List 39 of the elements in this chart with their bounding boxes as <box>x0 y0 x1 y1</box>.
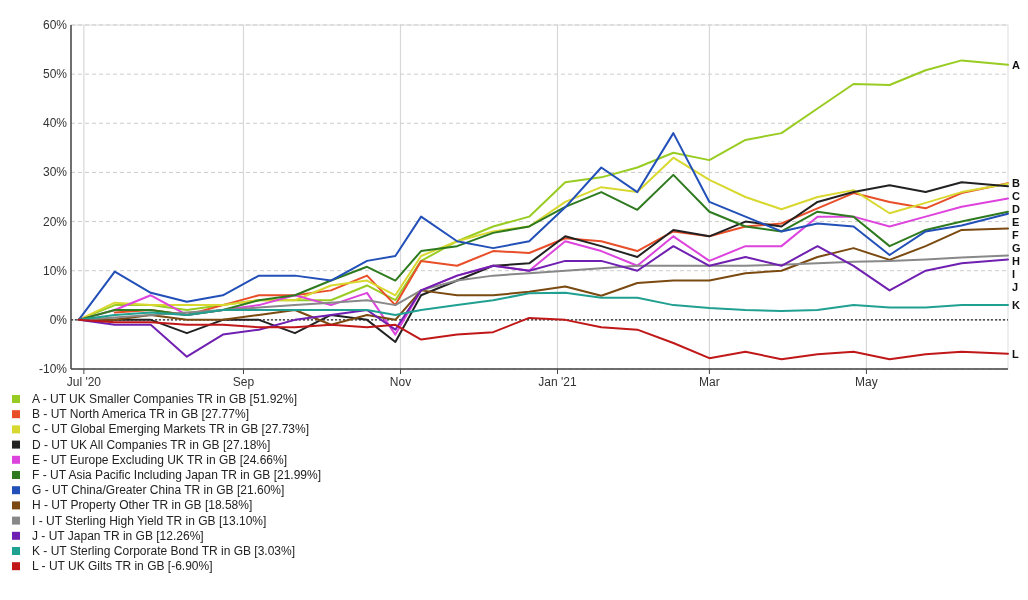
text: L <box>1012 347 1019 360</box>
text: K <box>1012 299 1020 312</box>
legend-label: J - UT Japan TR in GB [12.26%] <box>32 528 204 543</box>
line-series <box>77 316 1009 361</box>
y-tick-label: 40% <box>42 116 68 131</box>
legend-label: K - UT Sterling Corporate Bond TR in GB [3.03%] <box>32 544 296 558</box>
x-tick-label: Jan '21 <box>538 375 577 389</box>
y-tick-label: 10% <box>42 263 68 278</box>
text: H <box>1012 255 1020 268</box>
y-tick-label: 60% <box>42 18 68 32</box>
x-tick-label: May <box>855 375 878 389</box>
x-tick-label: Jul '20 <box>66 375 102 389</box>
text: I <box>1012 268 1016 281</box>
legend-label: G - UT China/Greater China TR in GB [21.60%] <box>32 483 285 498</box>
legend-label: L - UT UK Gilts TR in GB [-6.90%] <box>32 559 213 574</box>
y-tick-label: 30% <box>42 165 68 180</box>
text: B <box>1012 177 1020 190</box>
legend-label: A - UT UK Smaller Companies TR in GB [51.92%] <box>32 392 297 406</box>
y-tick-label: 0% <box>49 312 68 327</box>
legend-label: E - UT Europe Excluding UK TR in GB [24.66%] <box>32 452 288 467</box>
y-tick-label: 20% <box>42 214 68 229</box>
text: E <box>1012 216 1020 229</box>
legend-label: D - UT UK All Companies TR in GB [27.18%] <box>32 437 271 452</box>
legend-label: I - UT Sterling High Yield TR in GB [13.10%] <box>32 513 267 528</box>
text: A <box>1012 58 1020 71</box>
text: J <box>1012 281 1019 294</box>
text: C <box>1012 190 1020 203</box>
legend-label: C - UT Global Emerging Markets TR in GB [27.73%] <box>32 422 309 437</box>
x-tick-label: Nov <box>389 375 412 389</box>
y-tick-label: 50% <box>42 67 68 82</box>
legend-label: H - UT Property Other TR in GB [18.58%] <box>32 498 253 513</box>
x-tick-label: Mar <box>699 375 720 389</box>
text: D <box>1012 203 1020 216</box>
text: G <box>1012 242 1021 255</box>
y-tick-label: -10% <box>38 362 68 376</box>
x-tick-label: Sep <box>232 375 255 389</box>
text: F <box>1012 229 1019 242</box>
legend-label: B - UT North America TR in GB [27.77%] <box>32 407 249 422</box>
legend-label: F - UT Asia Pacific Including Japan TR in GB [21.99%] <box>32 468 322 482</box>
